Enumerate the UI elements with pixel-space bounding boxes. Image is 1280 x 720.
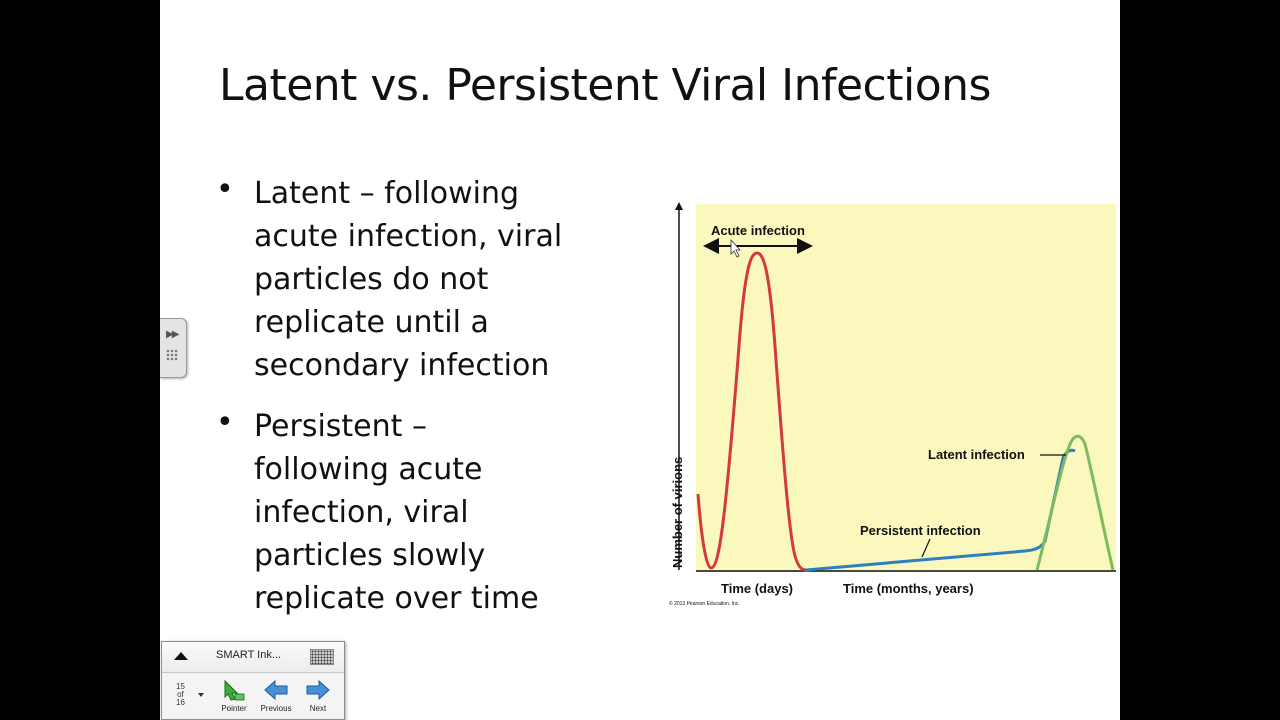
bullet-latent: • Latent – following acute infection, vi… xyxy=(216,172,636,387)
bullet-line: acute infection, viral xyxy=(254,219,563,254)
bullet-line: particles slowly xyxy=(254,538,486,573)
previous-arrow-icon xyxy=(264,679,288,701)
page-of: of xyxy=(177,690,184,699)
bullet-line: replicate until a xyxy=(254,305,489,340)
previous-button[interactable]: Previous xyxy=(258,678,294,713)
virion-graph-svg: Acute infection Latent infection Persist… xyxy=(669,202,1116,607)
bullet-line: following acute xyxy=(254,452,483,487)
keyboard-icon[interactable] xyxy=(310,649,334,665)
acute-infection-label: Acute infection xyxy=(711,223,805,238)
bullet-line: infection, viral xyxy=(254,495,469,530)
mouse-cursor-icon xyxy=(730,238,741,258)
next-label: Next xyxy=(309,704,327,713)
collapse-triangle-icon[interactable] xyxy=(174,652,188,660)
page-current: 15 xyxy=(176,682,185,691)
bullet-list: • Latent – following acute infection, vi… xyxy=(216,172,636,638)
copyright-text: © 2013 Pearson Education, Inc. xyxy=(669,600,740,607)
slide: Latent vs. Persistent Viral Infections •… xyxy=(160,0,1120,720)
bullet-line: particles do not xyxy=(254,262,489,297)
x-axis-label-days: Time (days) xyxy=(721,581,793,596)
virion-graph: Acute infection Latent infection Persist… xyxy=(665,196,1120,616)
bullet-line: secondary infection xyxy=(254,348,550,383)
next-button[interactable]: Next xyxy=(300,678,336,713)
page-total: 16 xyxy=(176,698,185,707)
side-panel-handle[interactable]: ▶▶ xyxy=(160,318,187,378)
bullet-line: replicate over time xyxy=(254,581,539,616)
pointer-icon xyxy=(224,679,245,701)
x-axis-label-long: Time (months, years) xyxy=(843,581,974,596)
previous-label: Previous xyxy=(260,704,292,713)
next-arrow-icon xyxy=(306,679,330,701)
bullet-dot: • xyxy=(216,405,234,440)
y-axis-arrowhead xyxy=(675,202,683,210)
smart-ink-label[interactable]: SMART Ink... xyxy=(216,649,282,661)
pointer-label: Pointer xyxy=(221,704,247,713)
persistent-infection-label: Persistent infection xyxy=(860,523,981,538)
smart-ink-toolbar: SMART Ink... 15 of 16 Pointer Previous N… xyxy=(161,641,345,720)
bullet-line: Persistent – xyxy=(254,409,427,444)
pointer-button[interactable]: Pointer xyxy=(216,678,252,713)
toolbar-header: SMART Ink... xyxy=(162,642,344,673)
keyboard-grid-icon xyxy=(166,349,178,361)
slide-title: Latent vs. Persistent Viral Infections xyxy=(219,60,991,111)
acute-infection-curve xyxy=(696,251,807,572)
bullet-persistent: • Persistent – following acute infection… xyxy=(216,405,636,620)
page-dropdown-caret-icon[interactable] xyxy=(198,693,204,697)
expand-arrows-icon: ▶▶ xyxy=(166,329,179,340)
persistent-label-leader xyxy=(921,538,931,558)
plot-background xyxy=(696,204,1116,572)
page-indicator[interactable]: 15 of 16 xyxy=(176,683,185,707)
bullet-dot: • xyxy=(216,172,234,207)
y-axis-label: Number of virions xyxy=(670,457,685,568)
bullet-line: Latent – following xyxy=(254,176,520,211)
latent-infection-curve xyxy=(1035,434,1115,571)
latent-infection-label: Latent infection xyxy=(928,447,1025,462)
